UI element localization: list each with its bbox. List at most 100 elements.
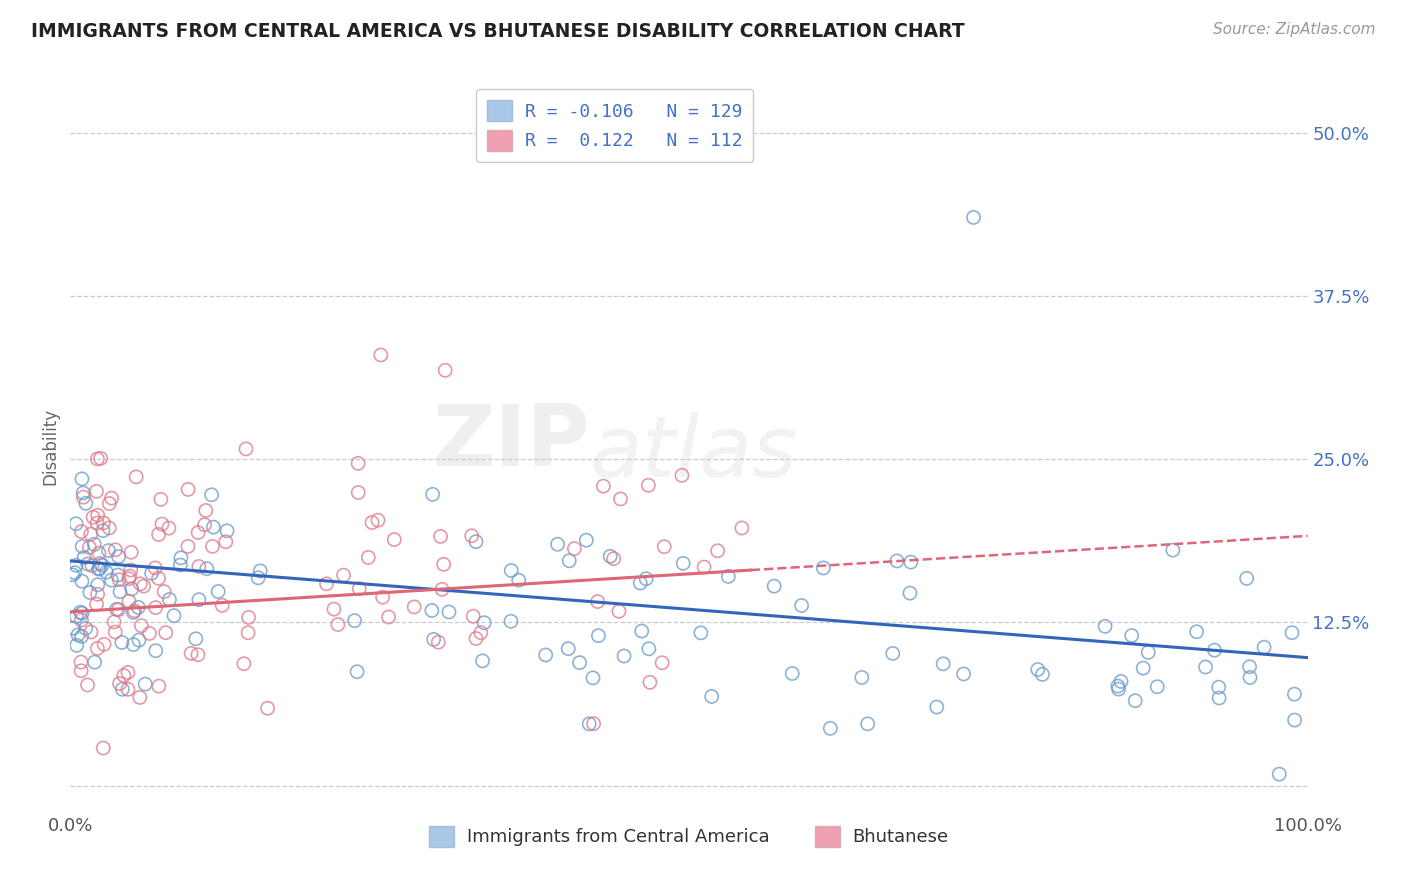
Point — [70, 606, 93, 620]
Point — [326, 617, 349, 632]
Point — [120, 563, 142, 577]
Point — [89, 557, 111, 571]
Point — [856, 716, 879, 731]
Point — [63, 566, 86, 580]
Point — [470, 625, 492, 640]
Point — [122, 638, 145, 652]
Point — [83, 537, 105, 551]
Point — [1109, 674, 1132, 689]
Point — [170, 550, 193, 565]
Point — [780, 666, 803, 681]
Point — [121, 582, 143, 596]
Point — [547, 537, 569, 551]
Point — [195, 562, 218, 576]
Point — [1123, 694, 1146, 708]
Point — [65, 558, 87, 573]
Point — [1146, 680, 1168, 694]
Point — [609, 491, 631, 506]
Point — [128, 633, 150, 648]
Point — [127, 600, 149, 615]
Point — [706, 543, 728, 558]
Point — [187, 559, 209, 574]
Point — [108, 573, 131, 587]
Point — [141, 566, 163, 581]
Point — [129, 577, 152, 591]
Point — [187, 592, 209, 607]
Point — [636, 572, 658, 586]
Point — [157, 521, 180, 535]
Point — [256, 701, 278, 715]
Point — [898, 586, 921, 600]
Point — [382, 533, 405, 547]
Point — [108, 584, 131, 599]
Point — [315, 577, 337, 591]
Point — [163, 608, 186, 623]
Point — [89, 561, 111, 575]
Point — [371, 590, 394, 604]
Point — [433, 558, 456, 572]
Point — [370, 348, 392, 362]
Point — [1121, 629, 1143, 643]
Point — [367, 513, 389, 527]
Point — [134, 677, 156, 691]
Point — [575, 533, 598, 548]
Point — [357, 550, 380, 565]
Point — [637, 478, 659, 492]
Point — [1132, 661, 1154, 675]
Point — [1107, 679, 1129, 693]
Point — [70, 655, 93, 669]
Point — [422, 487, 444, 501]
Point — [952, 667, 974, 681]
Point — [66, 638, 89, 652]
Point — [148, 527, 170, 541]
Point — [613, 648, 636, 663]
Point — [247, 571, 270, 585]
Point — [582, 671, 605, 685]
Point — [1026, 663, 1049, 677]
Point — [108, 676, 131, 690]
Point — [184, 632, 207, 646]
Point — [112, 668, 135, 682]
Point — [86, 484, 108, 499]
Point — [118, 594, 141, 608]
Point — [65, 516, 87, 531]
Point — [882, 647, 904, 661]
Point — [578, 717, 600, 731]
Point — [80, 558, 103, 573]
Point — [90, 451, 112, 466]
Point — [145, 643, 167, 657]
Point — [187, 525, 209, 540]
Legend: Immigrants from Central America, Bhutanese: Immigrants from Central America, Bhutane… — [422, 819, 956, 854]
Point — [557, 641, 579, 656]
Point — [128, 690, 150, 705]
Point — [568, 656, 591, 670]
Point — [143, 561, 166, 575]
Point — [87, 562, 110, 576]
Point — [187, 648, 209, 662]
Point — [104, 625, 127, 640]
Point — [83, 655, 105, 669]
Point — [249, 564, 271, 578]
Point — [118, 569, 141, 583]
Point — [149, 492, 172, 507]
Point — [1284, 713, 1306, 727]
Point — [93, 516, 115, 530]
Point — [588, 629, 610, 643]
Point — [104, 542, 127, 557]
Point — [202, 520, 225, 534]
Point — [86, 597, 108, 611]
Point — [434, 363, 457, 377]
Point — [111, 635, 134, 649]
Point — [586, 594, 609, 608]
Point — [564, 541, 586, 556]
Point — [346, 665, 368, 679]
Point — [138, 626, 160, 640]
Point — [70, 664, 93, 678]
Point — [91, 741, 114, 756]
Point — [638, 675, 661, 690]
Point — [1194, 660, 1216, 674]
Point — [131, 618, 153, 632]
Point — [67, 628, 90, 642]
Point — [420, 603, 443, 617]
Point — [422, 632, 444, 647]
